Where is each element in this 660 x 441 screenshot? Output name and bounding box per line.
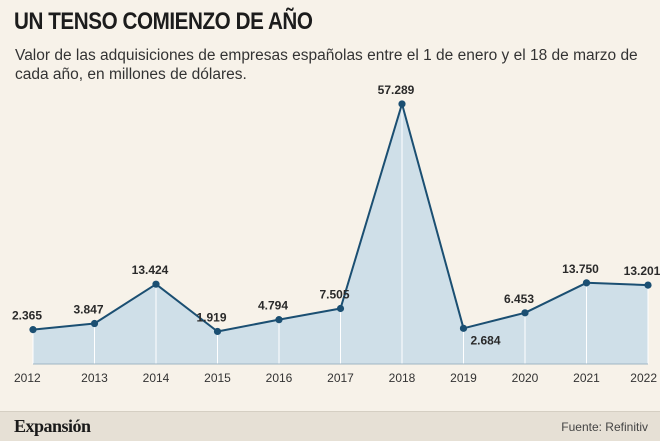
data-label-2021: 13.750 xyxy=(562,262,599,276)
footer-bar: Expansión Fuente: Refinitiv xyxy=(0,411,660,441)
data-label-2016: 4.794 xyxy=(258,299,288,313)
data-point-2014 xyxy=(152,280,160,288)
data-label-2014: 13.424 xyxy=(132,263,169,277)
data-label-2019: 2.684 xyxy=(471,333,501,347)
data-point-2017 xyxy=(336,304,345,313)
x-tick-label-2021: 2021 xyxy=(573,371,600,385)
data-label-2013: 3.847 xyxy=(73,303,103,317)
data-point-2019 xyxy=(459,324,468,332)
x-tick-label-2014: 2014 xyxy=(143,371,170,385)
data-label-2012: 2.365 xyxy=(12,309,42,323)
data-point-2012 xyxy=(29,326,37,334)
x-tick-label-2012: 2012 xyxy=(14,371,41,385)
x-tick-label-2022: 2022 xyxy=(630,371,657,385)
x-tick-label-2016: 2016 xyxy=(266,371,293,385)
chart-title: UN TENSO COMIENZO DE AÑO xyxy=(14,8,313,35)
x-tick-label-2020: 2020 xyxy=(512,371,539,385)
data-point-2015 xyxy=(213,327,222,336)
x-tick-label-2019: 2019 xyxy=(450,371,477,385)
data-label-2022: 13.201 xyxy=(624,264,660,278)
data-label-2017: 7.505 xyxy=(319,288,349,302)
source-note: Fuente: Refinitiv xyxy=(561,420,648,434)
x-tick-label-2018: 2018 xyxy=(389,371,416,385)
data-label-2018: 57.289 xyxy=(378,83,415,97)
x-tick-label-2013: 2013 xyxy=(81,371,108,385)
chart-subtitle: Valor de las adquisiciones de empresas e… xyxy=(15,47,638,83)
brand-logo: Expansión xyxy=(14,416,91,436)
data-point-2016 xyxy=(275,316,283,324)
x-tick-label-2015: 2015 xyxy=(204,371,231,385)
data-point-2013 xyxy=(90,319,99,328)
data-label-2020: 6.453 xyxy=(504,292,534,306)
data-point-2018 xyxy=(398,100,406,108)
x-tick-label-2017: 2017 xyxy=(327,371,354,385)
data-label-2015: 1.919 xyxy=(196,310,226,324)
data-point-2021 xyxy=(582,279,591,287)
data-point-2020 xyxy=(521,309,529,317)
data-point-2022 xyxy=(644,281,652,289)
line-area-chart: 2.365 3.847 13.424 1.919 4.794 7.505 57.289 2.6… xyxy=(12,83,660,385)
